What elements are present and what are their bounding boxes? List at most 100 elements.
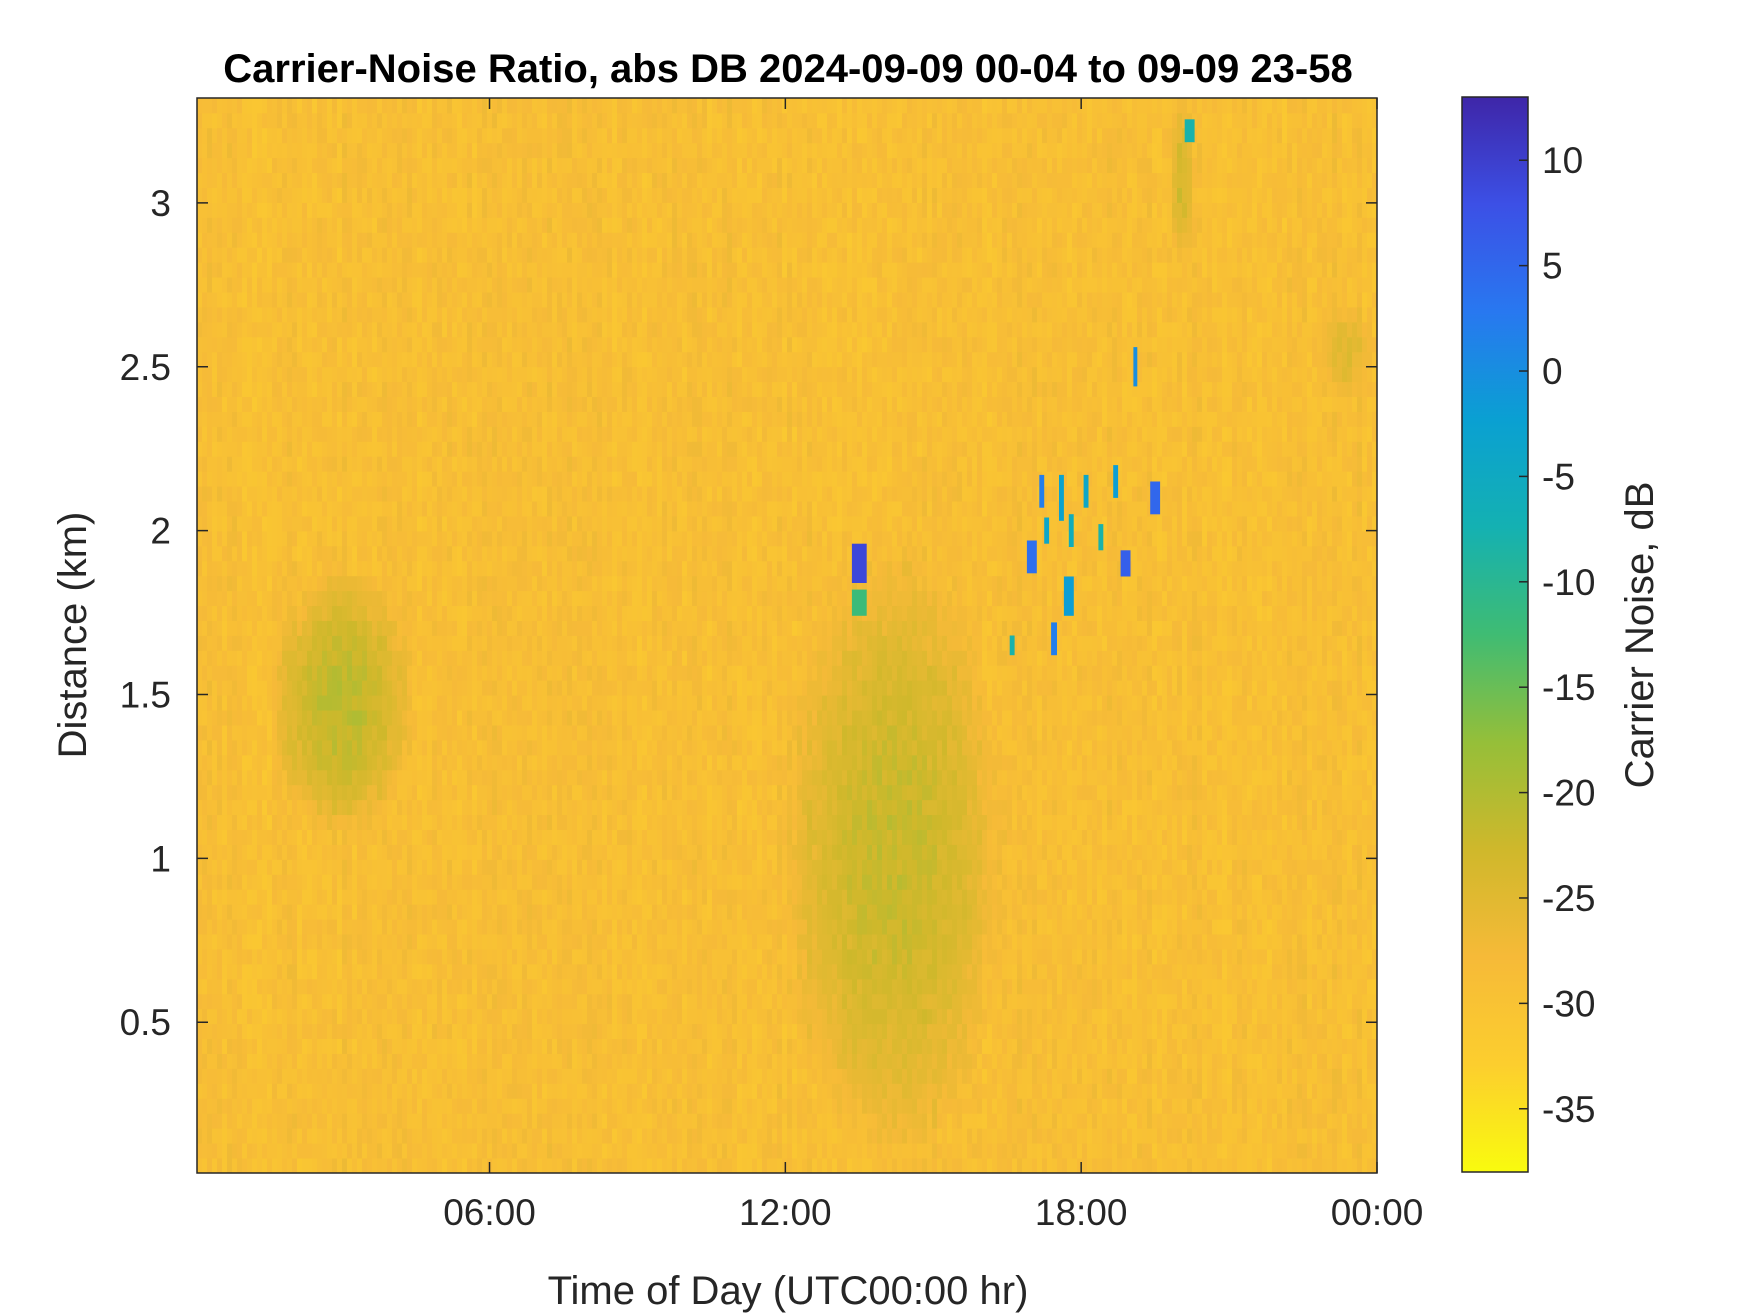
heatmap-cell xyxy=(302,1054,307,1069)
heatmap-cell xyxy=(512,128,517,143)
heatmap-cell xyxy=(517,143,522,158)
heatmap-cell xyxy=(432,1039,437,1054)
heatmap-cell xyxy=(202,292,207,307)
heatmap-cell xyxy=(307,725,312,740)
heatmap-cell xyxy=(432,203,437,218)
heatmap-cell xyxy=(447,1113,452,1128)
heatmap-cell xyxy=(492,1158,497,1173)
heatmap-cell xyxy=(222,143,227,158)
heatmap-cell xyxy=(487,113,492,128)
heatmap-cell xyxy=(312,964,317,979)
heatmap-cell xyxy=(527,546,532,561)
heatmap-cell xyxy=(407,1128,412,1143)
heatmap-cell xyxy=(512,232,517,247)
heatmap-cell xyxy=(422,859,427,874)
heatmap-cell xyxy=(467,441,472,456)
heatmap-cell xyxy=(302,412,307,427)
heatmap-cell xyxy=(247,815,252,830)
heatmap-cell xyxy=(327,412,332,427)
heatmap-cell xyxy=(302,919,307,934)
heatmap-cell xyxy=(457,307,462,322)
heatmap-cell xyxy=(222,695,227,710)
heatmap-cell xyxy=(472,1068,477,1083)
heatmap-cell xyxy=(317,367,322,382)
heatmap-cell xyxy=(352,173,357,188)
heatmap-cell xyxy=(272,382,277,397)
heatmap-cell xyxy=(282,1143,287,1158)
heatmap-cell xyxy=(492,128,497,143)
heatmap-cell xyxy=(402,740,407,755)
heatmap-cell xyxy=(307,561,312,576)
heatmap-cell xyxy=(417,1098,422,1113)
heatmap-cell xyxy=(427,845,432,860)
heatmap-cell xyxy=(462,501,467,516)
heatmap-cell xyxy=(402,919,407,934)
heatmap-cell xyxy=(422,800,427,815)
heatmap-cell xyxy=(467,815,472,830)
heatmap-cell xyxy=(267,1143,272,1158)
heatmap-cell xyxy=(472,486,477,501)
heatmap-cell xyxy=(477,606,482,621)
heatmap-cell xyxy=(332,680,337,695)
heatmap-cell xyxy=(237,889,242,904)
heatmap-cell xyxy=(437,232,442,247)
heatmap-cell xyxy=(242,561,247,576)
heatmap-cell xyxy=(442,128,447,143)
heatmap-cell xyxy=(412,770,417,785)
heatmap-cell xyxy=(327,262,332,277)
heatmap-cell xyxy=(267,203,272,218)
heatmap-cell xyxy=(197,128,202,143)
heatmap-cell xyxy=(227,247,232,262)
heatmap-cell xyxy=(237,1039,242,1054)
heatmap-cell xyxy=(507,904,512,919)
heatmap-cell xyxy=(412,217,417,232)
heatmap-cell xyxy=(332,98,337,113)
heatmap-cell xyxy=(252,1039,257,1054)
heatmap-cell xyxy=(442,203,447,218)
heatmap-cell xyxy=(462,158,467,173)
heatmap-cell xyxy=(392,830,397,845)
heatmap-cell xyxy=(527,292,532,307)
heatmap-cell xyxy=(377,217,382,232)
heatmap-cell xyxy=(352,770,357,785)
heatmap-cell xyxy=(422,217,427,232)
heatmap-cell xyxy=(417,367,422,382)
heatmap-cell xyxy=(302,889,307,904)
heatmap-cell xyxy=(202,322,207,337)
heatmap-cell xyxy=(482,755,487,770)
heatmap-cell xyxy=(272,262,277,277)
heatmap-cell xyxy=(242,516,247,531)
heatmap-cell xyxy=(227,1143,232,1158)
heatmap-cell xyxy=(237,128,242,143)
heatmap-cell xyxy=(212,919,217,934)
heatmap-cell xyxy=(407,1113,412,1128)
heatmap-cell xyxy=(387,1158,392,1173)
heatmap-cell xyxy=(462,1143,467,1158)
heatmap-cell xyxy=(517,516,522,531)
heatmap-cell xyxy=(287,815,292,830)
heatmap-cell xyxy=(457,845,462,860)
heatmap-cell xyxy=(452,606,457,621)
heatmap-cell xyxy=(317,232,322,247)
heatmap-cell xyxy=(237,441,242,456)
heatmap-cell xyxy=(212,367,217,382)
heatmap-cell xyxy=(502,1143,507,1158)
heatmap-cell xyxy=(257,770,262,785)
heatmap-cell xyxy=(227,1024,232,1039)
heatmap-cell xyxy=(202,800,207,815)
heatmap-cell xyxy=(312,859,317,874)
heatmap-cell xyxy=(262,934,267,949)
heatmap-cell xyxy=(297,367,302,382)
heatmap-cell xyxy=(462,845,467,860)
heatmap-cell xyxy=(252,322,257,337)
heatmap-cell xyxy=(417,994,422,1009)
heatmap-cell xyxy=(527,1024,532,1039)
heatmap-cell xyxy=(197,695,202,710)
heatmap-cell xyxy=(227,1128,232,1143)
heatmap-cell xyxy=(197,665,202,680)
heatmap-cell xyxy=(412,113,417,128)
heatmap-cell xyxy=(232,471,237,486)
heatmap-cell xyxy=(237,561,242,576)
heatmap-cell xyxy=(492,322,497,337)
heatmap-cell xyxy=(227,576,232,591)
